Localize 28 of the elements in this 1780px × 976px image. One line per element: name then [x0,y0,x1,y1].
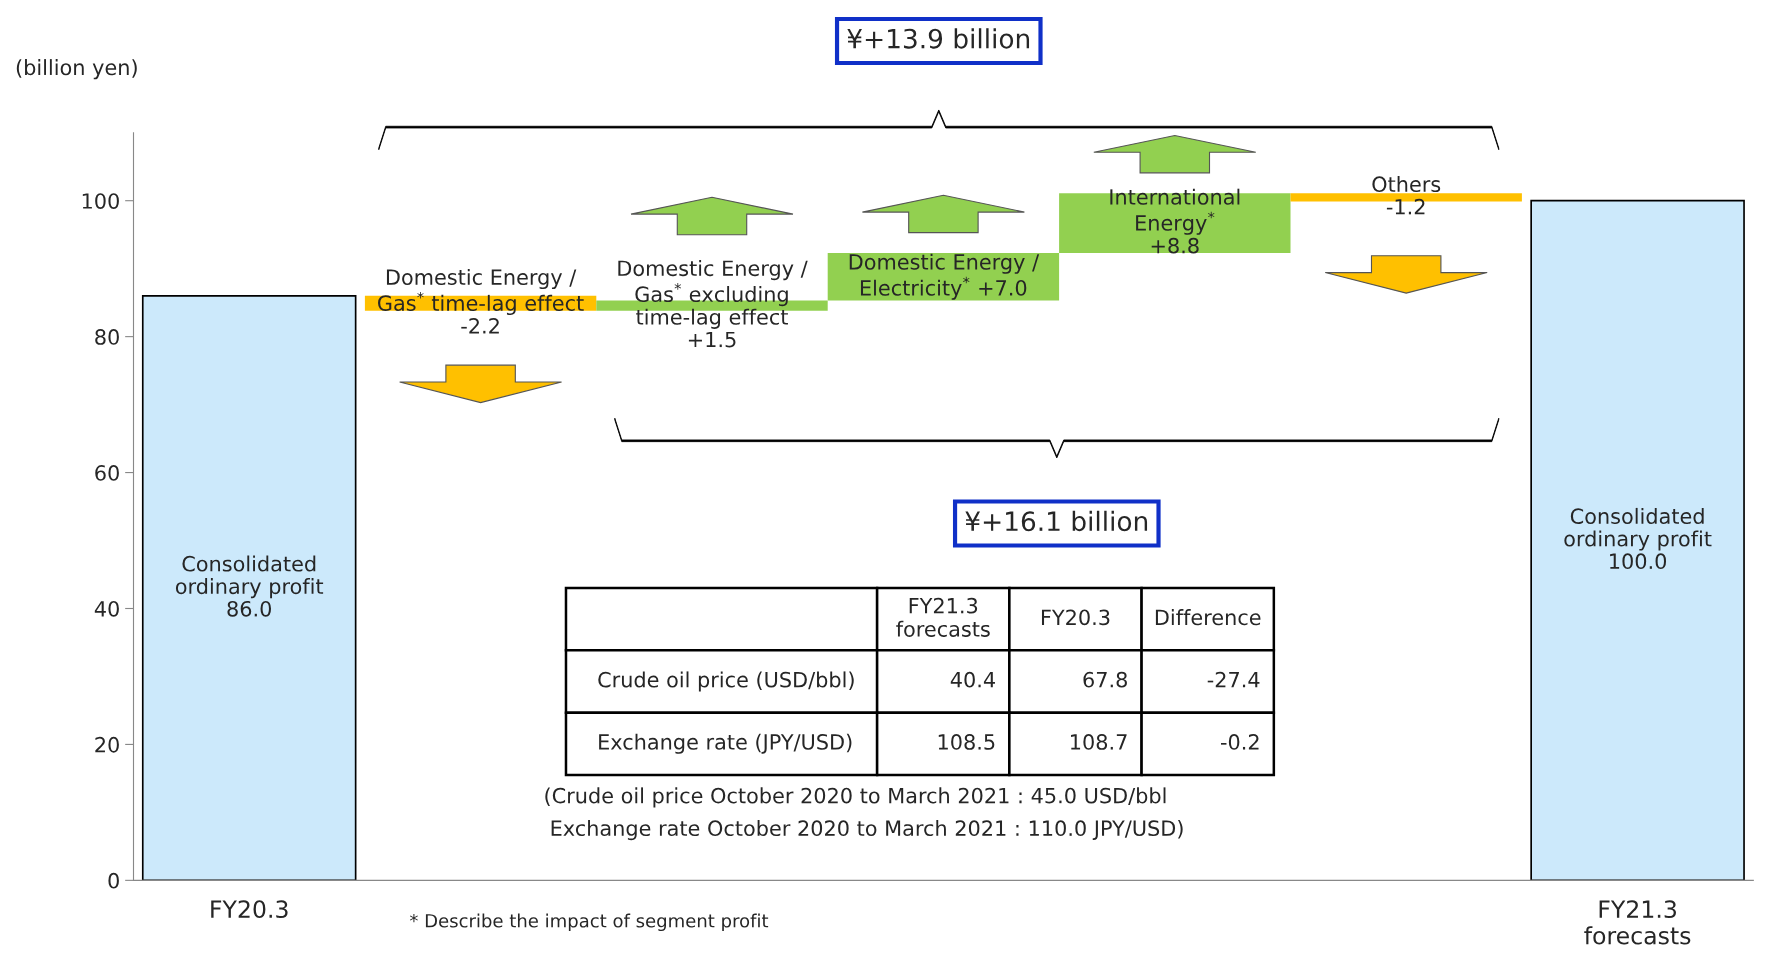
y-tick-label: 60 [95,465,119,481]
y-tick-label: 0 [108,872,119,889]
annotation: 67.8 [1083,671,1127,688]
annotation: Exchange rate (JPY/USD) [599,733,852,754]
text: * Describe the impact of segment profit [409,913,769,932]
y-tick-label: 80 [95,329,119,345]
data-label: Consolidated ordinary profit 86.0 [175,555,324,617]
data-label: Others -1.2 [1372,175,1441,215]
annotation: (Crude oil price October 2020 to March 2021 : 45.0 USD/bbl [545,787,1166,808]
annotation: FY21.3 forecasts [896,597,990,637]
text: ¥+13.9 billion [847,28,1030,49]
annotation: -0.2 [1220,734,1259,750]
y-tick-label: 100 [82,193,119,209]
y-tick-label: 40 [94,600,119,617]
annotation: Difference [1155,609,1261,626]
y-tick-label: 20 [95,736,119,753]
annotation: FY20.3 [1041,609,1110,626]
annotation: -27.4 [1207,671,1260,688]
y-axis-title: (billion yen) [16,59,137,80]
data-label: Domestic Energy / Electricity$^{*}$ +7.0 [849,253,1040,300]
annotation: 40.4 [950,671,995,688]
annotation: ¥+16.1 billion [965,510,1148,532]
annotation: Crude oil price (USD/bbl) [598,671,854,692]
annotation: 108.7 [1071,734,1127,750]
data-label: Consolidated ordinary profit 100.0 [1564,507,1712,570]
text: International Energy$^{*}$ +8.8 [1110,188,1240,254]
annotation: 108.5 [938,734,995,750]
annotation: Exchange rate October 2020 to March 2021 : 110.0 JPY/USD) [551,819,1183,841]
